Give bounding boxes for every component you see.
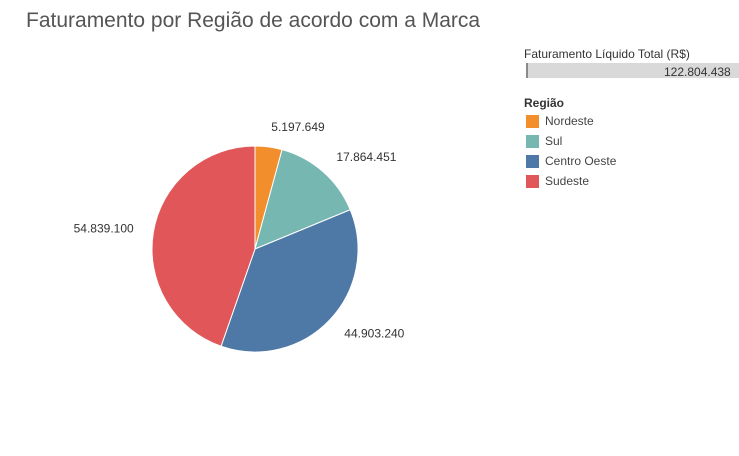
- pie-slice-sudeste[interactable]: [151, 145, 256, 347]
- filter-label: Faturamento Líquido Total (R$): [524, 47, 690, 61]
- pie-slice-sul[interactable]: [254, 149, 351, 250]
- legend-label-sul: Sul: [545, 134, 563, 148]
- legend-swatch-sudeste: [526, 175, 539, 188]
- legend-swatch-nordeste: [526, 115, 539, 128]
- slice-label-nordeste: 5.197.649: [271, 120, 325, 134]
- filter-value: 122.804.438: [664, 65, 731, 79]
- slice-label-sudeste: 54.839.100: [74, 221, 134, 235]
- slice-label-centro-oeste: 44.903.240: [344, 327, 404, 341]
- legend-label-centro-oeste: Centro Oeste: [545, 154, 617, 168]
- filter-slider[interactable]: [526, 63, 739, 78]
- chart-title: Faturamento por Região de acordo com a M…: [26, 9, 481, 32]
- legend-swatch-centro-oeste: [526, 155, 539, 168]
- legend-label-nordeste: Nordeste: [545, 114, 594, 128]
- legend-title: Região: [524, 96, 565, 110]
- pie-slice-centro-oeste[interactable]: [220, 209, 359, 353]
- legend-label-sudeste: Sudeste: [545, 174, 590, 188]
- legend-swatch-sul: [526, 135, 539, 148]
- slice-label-sul: 17.864.451: [336, 150, 396, 164]
